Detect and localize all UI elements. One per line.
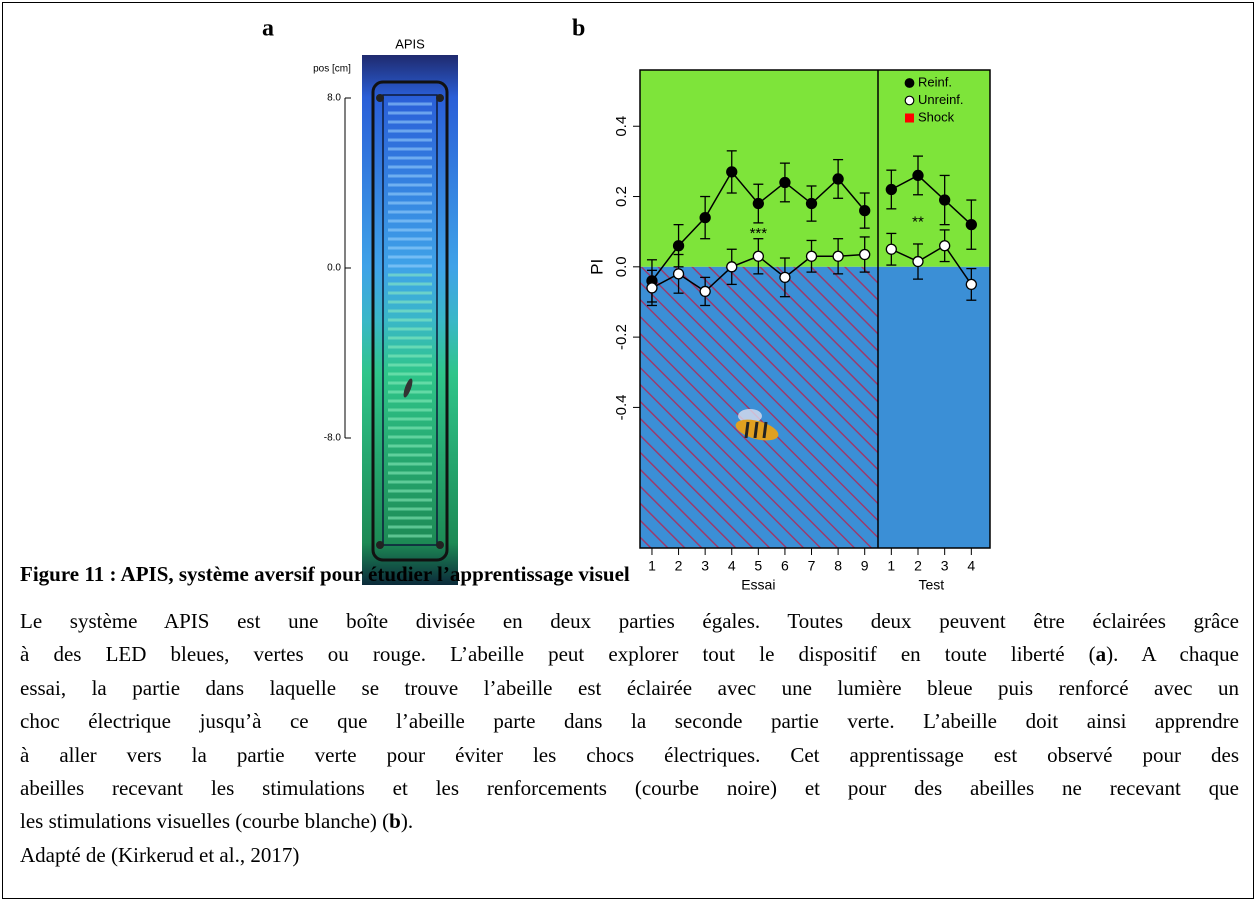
data-point: [912, 255, 924, 268]
caption-line: essai, la partie dans laquelle se trouve…: [20, 672, 1239, 705]
data-point: [699, 285, 711, 298]
data-point: [672, 240, 685, 252]
data-point: [965, 218, 977, 231]
data-point: [672, 268, 685, 280]
data-point: [779, 176, 791, 189]
x-tick-label: 3: [941, 558, 949, 574]
data-point: [779, 271, 791, 284]
caption-line: les stimulations visuelles (courbe blanc…: [20, 805, 1239, 838]
caption-line: Le système APIS est une boîte divisée en…: [20, 605, 1239, 638]
data-point: [805, 250, 818, 262]
series-line: [890, 174, 972, 226]
significance: ***: [750, 225, 768, 242]
zone-shock: [640, 266, 878, 548]
data-point: [646, 282, 658, 294]
data-point: [726, 261, 738, 273]
caption-text: essai, la partie dans laquelle se trouve…: [20, 675, 1239, 700]
zone-blue: [878, 266, 990, 548]
apis-photo: [362, 55, 458, 585]
data-point: [939, 240, 951, 252]
figure: a b APIS pos [cm] 8.0 0.0 -8.0 0.4 0.2 0.0 -0.…: [262, 16, 991, 593]
bee-stripe: [753, 421, 759, 439]
data-point: [859, 204, 871, 217]
y-tick-label: -0.4: [613, 394, 630, 420]
apis-title: APIS: [395, 36, 425, 51]
y-axis-title: PI: [587, 259, 606, 275]
caption-line: abeilles recevant les stimulations et le…: [20, 772, 1239, 805]
caption-line: à des LED bleues, vertes ou rouge. L’abe…: [20, 638, 1239, 671]
caption-source: Adapté de (Kirkerud et al., 2017): [20, 842, 300, 867]
data-point: [752, 197, 764, 210]
apis-tick-label: 8.0: [327, 93, 341, 104]
y-tick-label: -0.2: [613, 324, 630, 350]
panel-label: b: [572, 16, 585, 42]
bee-stripe: [762, 421, 768, 439]
significance: **: [912, 213, 924, 230]
apis-tick-label: 0.0: [327, 263, 341, 274]
data-point: [939, 194, 951, 206]
data-point: [805, 197, 818, 210]
caption-text: Le système APIS est une boîte divisée en…: [20, 609, 1239, 633]
data-point: [699, 211, 711, 224]
bold-ref: a: [1095, 642, 1107, 667]
bee-image: [735, 409, 779, 441]
data-point: [726, 166, 738, 178]
bold-ref: b: [389, 809, 401, 834]
y-tick-label: 0.2: [613, 186, 630, 207]
x-tick-label: 1: [648, 558, 656, 574]
x-axis-title: Essai: [741, 577, 775, 593]
x-tick-label: 8: [834, 558, 842, 574]
data-point: [885, 243, 897, 255]
x-tick-label: 7: [808, 558, 816, 574]
y-tick-label: 0.4: [613, 116, 630, 137]
legend-label: Unreinf.: [918, 92, 964, 107]
legend-label: Shock: [918, 109, 955, 124]
x-tick-label: 3: [701, 558, 709, 574]
data-point: [912, 169, 924, 182]
caption-text: abeilles recevant les stimulations et le…: [20, 776, 1239, 801]
caption-text: ).: [400, 809, 414, 834]
caption: Figure 11 : APIS, système aversif pour é…: [20, 558, 1239, 872]
caption-text: choc électrique jusqu’à ce que l’abeille…: [20, 709, 1239, 734]
data-point: [885, 183, 897, 196]
panel-label: a: [262, 16, 274, 42]
x-tick-label: 5: [754, 558, 762, 574]
caption-text: à des LED bleues, vertes ou rouge. L’abe…: [20, 642, 1096, 667]
x-tick-label: 1: [887, 558, 895, 574]
data-point: [965, 278, 977, 291]
caption-title: Figure 11 : APIS, système aversif pour é…: [20, 562, 630, 586]
apis-tick-label: -8.0: [324, 433, 342, 444]
caption-line: à aller vers la partie verte pour éviter…: [20, 739, 1239, 772]
bee-stripe: [744, 421, 750, 439]
legend-marker: [904, 95, 915, 106]
data-point: [832, 173, 844, 185]
series-line: [891, 244, 972, 285]
caption-text: à aller vers la partie verte pour éviter…: [20, 742, 1239, 767]
x-tick-label: 4: [728, 558, 736, 574]
x-axis-title: Test: [918, 577, 944, 593]
caption-body: Le système APIS est une boîte divisée en…: [20, 605, 1239, 839]
data-point: [752, 250, 764, 262]
legend-marker: [904, 78, 915, 88]
x-tick-label: 2: [914, 558, 922, 574]
x-tick-label: 4: [967, 558, 975, 574]
y-tick-label: 0.0: [613, 256, 630, 277]
caption-line: choc électrique jusqu’à ce que l’abeille…: [20, 705, 1239, 738]
plot-frame: [639, 69, 991, 549]
legend-label: Reinf.: [918, 74, 952, 89]
legend-marker: [905, 113, 914, 123]
caption-text: ). A chaque: [1106, 642, 1239, 667]
caption-text: les stimulations visuelles (courbe blanc…: [20, 809, 390, 834]
data-point: [832, 250, 844, 262]
zone-green: [640, 70, 990, 267]
bee-wing: [738, 409, 762, 423]
data-point: [859, 248, 871, 261]
x-tick-label: 9: [861, 558, 869, 574]
x-tick-label: 6: [781, 558, 789, 574]
apis-axis-label: pos [cm]: [313, 64, 351, 75]
x-tick-label: 2: [675, 558, 683, 574]
